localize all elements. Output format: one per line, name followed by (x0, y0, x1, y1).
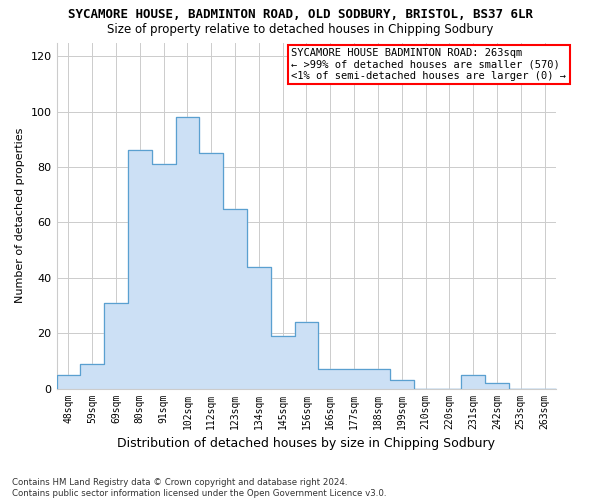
X-axis label: Distribution of detached houses by size in Chipping Sodbury: Distribution of detached houses by size … (118, 437, 496, 450)
Text: Contains HM Land Registry data © Crown copyright and database right 2024.
Contai: Contains HM Land Registry data © Crown c… (12, 478, 386, 498)
Y-axis label: Number of detached properties: Number of detached properties (15, 128, 25, 303)
Text: SYCAMORE HOUSE, BADMINTON ROAD, OLD SODBURY, BRISTOL, BS37 6LR: SYCAMORE HOUSE, BADMINTON ROAD, OLD SODB… (67, 8, 533, 20)
Text: SYCAMORE HOUSE BADMINTON ROAD: 263sqm
← >99% of detached houses are smaller (570: SYCAMORE HOUSE BADMINTON ROAD: 263sqm ← … (292, 48, 566, 81)
Text: Size of property relative to detached houses in Chipping Sodbury: Size of property relative to detached ho… (107, 22, 493, 36)
